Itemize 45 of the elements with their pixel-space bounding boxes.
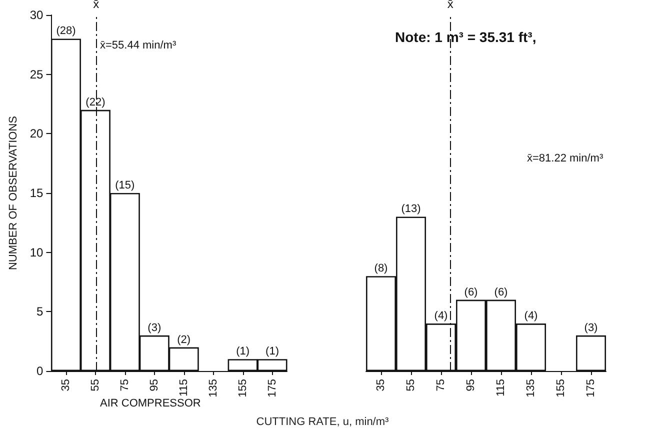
- x-tick-label: 115: [495, 379, 507, 397]
- data-label: (6): [494, 286, 508, 298]
- x-tick-label: 75: [118, 379, 131, 392]
- data-label: (1): [266, 346, 279, 358]
- y-tick-label: 20: [30, 126, 44, 141]
- annotation: Note: 1 m³ = 35.31 ft³,: [395, 29, 536, 45]
- x-tick-label: 155: [236, 379, 249, 398]
- x-tick-label: 175: [266, 379, 278, 398]
- y-tick-label: 30: [30, 8, 44, 22]
- x-tick-label: 75: [435, 379, 447, 392]
- x-tick-label: 35: [375, 379, 387, 392]
- ref-line-label: x̄: [447, 0, 454, 11]
- text: AIR COMPRESSOR: [100, 398, 201, 410]
- x-tick-label: 55: [405, 379, 417, 392]
- x-axis-title: CUTTING RATE, u, min/m³: [255, 416, 390, 428]
- data-label: (8): [374, 262, 388, 275]
- x-tick-label: 135: [207, 379, 220, 398]
- y-tick-label: 5: [36, 304, 44, 319]
- x-tick-label: 95: [465, 379, 477, 392]
- y-axis-title: NUMBER OF OBSERVATIONS: [8, 116, 20, 270]
- annotation: x̄=55.44 min/m³: [100, 40, 176, 52]
- y-tick-label: 10: [30, 245, 44, 260]
- y-tick-label: 0: [36, 364, 44, 378]
- annotation: x̄=81.22 min/m³: [527, 152, 604, 164]
- data-label: (3): [584, 322, 598, 334]
- x-tick-label: 135: [525, 379, 537, 398]
- x-tick-label: 55: [89, 379, 102, 392]
- y-tick-label: 25: [30, 67, 44, 82]
- data-label: (1): [236, 346, 250, 358]
- data-label: (2): [177, 334, 191, 346]
- data-label: (4): [434, 310, 448, 322]
- x-tick-label: 175: [585, 379, 597, 398]
- data-label: (6): [464, 286, 478, 298]
- data-label: (22): [86, 96, 106, 108]
- y-tick-label: 15: [30, 186, 44, 200]
- x-tick-label: 155: [555, 379, 567, 398]
- x-tick-label: 95: [148, 379, 160, 392]
- data-label: (13): [401, 203, 421, 216]
- x-tick-label: 35: [60, 379, 72, 392]
- data-label: (4): [524, 310, 538, 322]
- data-label: (28): [56, 25, 76, 38]
- x-tick-label: 115: [178, 379, 190, 397]
- data-label: (15): [115, 180, 135, 192]
- ref-line-label: x̄: [93, 0, 100, 11]
- data-label: (3): [148, 322, 162, 334]
